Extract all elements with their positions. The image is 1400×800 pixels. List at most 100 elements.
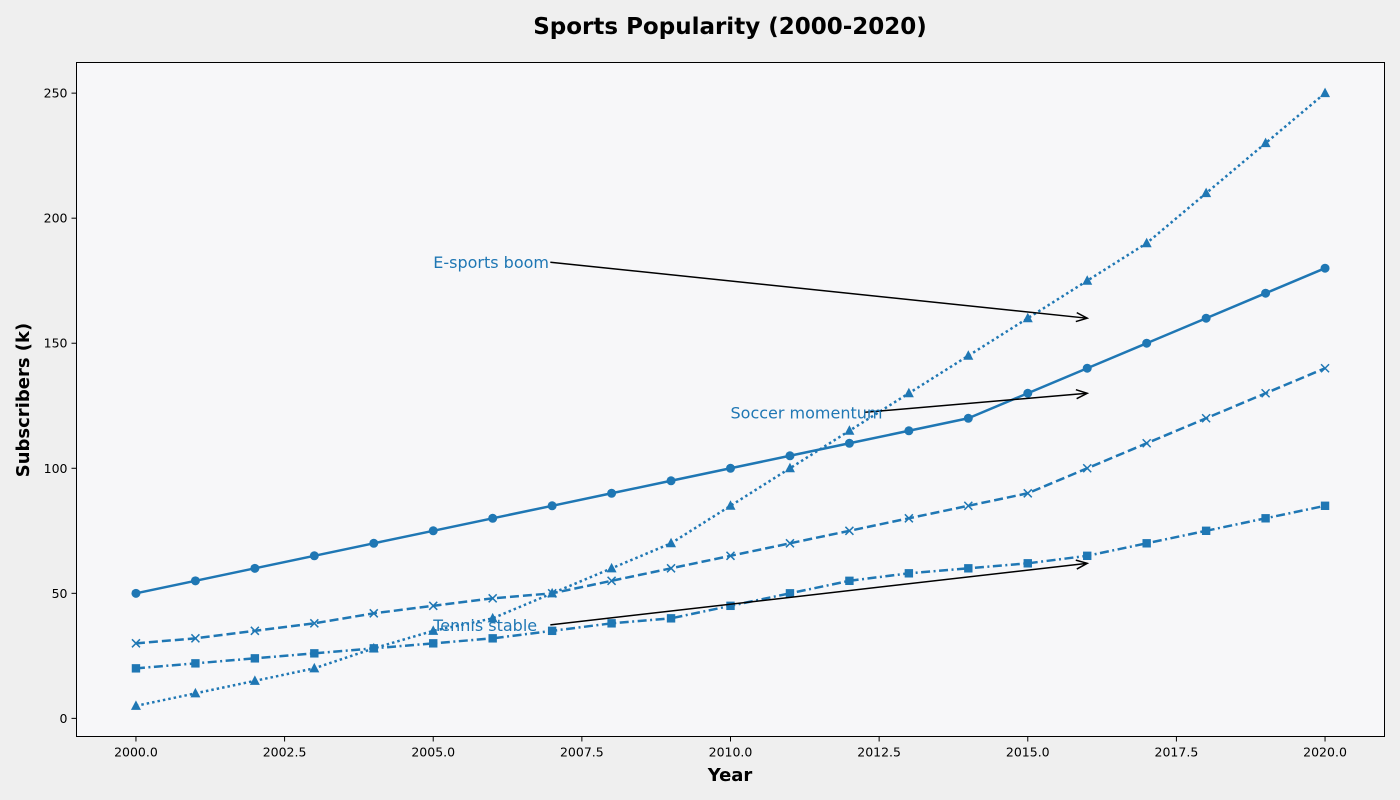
data-point-basketball <box>1261 388 1271 398</box>
data-point-esports <box>666 537 677 548</box>
annotation-label: Soccer momentum <box>731 403 883 422</box>
data-point-soccer <box>1201 313 1211 323</box>
data-point-esports <box>249 675 260 685</box>
annotation-layer: E-sports boom Soccer momentum Tennis stabl… <box>432 253 1090 635</box>
data-point-tennis <box>429 639 438 648</box>
data-point-esports <box>547 587 558 598</box>
series-soccer <box>131 263 1330 598</box>
data-point-esports <box>190 687 201 698</box>
data-point-tennis <box>785 589 795 598</box>
data-point-esports <box>844 425 855 435</box>
data-point-esports <box>1082 275 1093 285</box>
data-point-tennis <box>1201 526 1211 535</box>
data-point-soccer <box>1142 338 1152 348</box>
data-point-soccer <box>726 463 735 473</box>
data-point-basketball <box>1142 438 1152 448</box>
data-point-esports <box>1022 312 1033 323</box>
y-tick-label: 50 <box>52 586 68 601</box>
data-point-tennis <box>607 619 616 628</box>
data-point-esports <box>130 700 141 710</box>
annotation-arrow <box>550 261 1086 319</box>
annotation-arrowhead <box>1075 559 1090 570</box>
annotation-label: Tennis stable <box>432 616 537 635</box>
y-tick-label: 250 <box>44 86 68 101</box>
data-point-basketball <box>1201 413 1211 423</box>
data-point-esports <box>725 500 736 510</box>
x-axis-label: Year <box>707 765 753 786</box>
data-point-soccer <box>488 513 498 523</box>
data-point-tennis <box>488 634 497 643</box>
data-point-tennis <box>666 614 676 623</box>
data-point-esports <box>1141 237 1152 248</box>
data-point-soccer <box>785 451 795 461</box>
y-tick-label: 150 <box>44 336 68 351</box>
data-point-tennis <box>131 664 141 673</box>
data-point-basketball <box>904 513 914 523</box>
y-tick-label: 0 <box>60 711 68 726</box>
data-point-soccer <box>250 563 260 573</box>
annotation-arrow <box>864 392 1086 414</box>
data-point-basketball <box>666 563 676 573</box>
data-point-tennis <box>964 564 973 573</box>
data-point-soccer <box>190 576 200 586</box>
data-point-soccer <box>1023 388 1033 398</box>
data-point-esports <box>606 562 617 573</box>
data-point-soccer <box>904 426 914 436</box>
series-tennis <box>131 501 1330 673</box>
data-point-basketball <box>844 526 854 536</box>
data-point-esports <box>368 642 379 653</box>
data-point-tennis <box>726 601 735 611</box>
data-point-tennis <box>310 649 319 658</box>
data-point-soccer <box>428 526 438 536</box>
data-point-esports <box>309 662 320 673</box>
y-axis: 0 50 100 150 200 250 <box>44 86 77 726</box>
x-tick-label: 2007.5 <box>560 745 604 760</box>
y-tick-label: 200 <box>44 211 68 226</box>
data-point-esports <box>903 387 914 398</box>
data-point-soccer <box>547 501 557 511</box>
data-point-soccer <box>1320 263 1330 273</box>
y-axis-label: Subscribers (k) <box>13 323 34 477</box>
data-point-tennis <box>845 576 854 586</box>
data-point-esports <box>487 612 498 623</box>
x-tick-label: 2020.0 <box>1303 745 1347 760</box>
x-tick-label: 2017.5 <box>1155 745 1199 760</box>
data-point-basketball <box>369 608 379 618</box>
annotation-arrowhead <box>1075 388 1090 400</box>
data-point-tennis <box>1320 501 1330 510</box>
data-point-soccer <box>963 413 973 423</box>
data-point-soccer <box>666 476 676 486</box>
x-tick-label: 2000.0 <box>114 745 158 760</box>
data-point-esports <box>1320 87 1331 98</box>
data-point-esports <box>428 625 439 635</box>
data-point-tennis <box>1083 551 1092 561</box>
data-point-tennis <box>547 626 557 636</box>
x-axis: 2000.0 2002.5 2005.0 2007.5 2010.0 2012.5 2015… <box>114 736 1347 760</box>
annotation-arrowhead <box>1075 311 1090 323</box>
series-line-esports <box>135 92 1326 708</box>
data-point-esports <box>963 350 974 360</box>
data-point-basketball <box>250 626 260 636</box>
series-basketball <box>131 363 1330 648</box>
data-point-basketball <box>963 501 973 511</box>
data-point-basketball <box>725 551 736 561</box>
data-point-basketball <box>785 538 795 548</box>
data-point-tennis <box>191 659 200 668</box>
data-point-tennis <box>904 569 914 578</box>
data-point-esports <box>1260 137 1271 148</box>
data-point-esports <box>784 462 795 473</box>
data-point-basketball <box>309 618 319 628</box>
chart-title: Sports Popularity (2000-2020) <box>533 14 927 40</box>
data-point-basketball <box>428 601 438 611</box>
data-point-basketball <box>190 633 200 643</box>
data-point-basketball <box>131 638 141 648</box>
data-point-soccer <box>844 438 854 448</box>
data-point-tennis <box>250 654 260 663</box>
annotation-arrow <box>550 562 1086 626</box>
series-esports <box>130 87 1331 710</box>
data-point-soccer <box>131 588 141 598</box>
data-point-tennis <box>1023 559 1032 568</box>
annotation-label: E-sports boom <box>433 253 549 272</box>
data-point-tennis <box>1261 514 1270 523</box>
